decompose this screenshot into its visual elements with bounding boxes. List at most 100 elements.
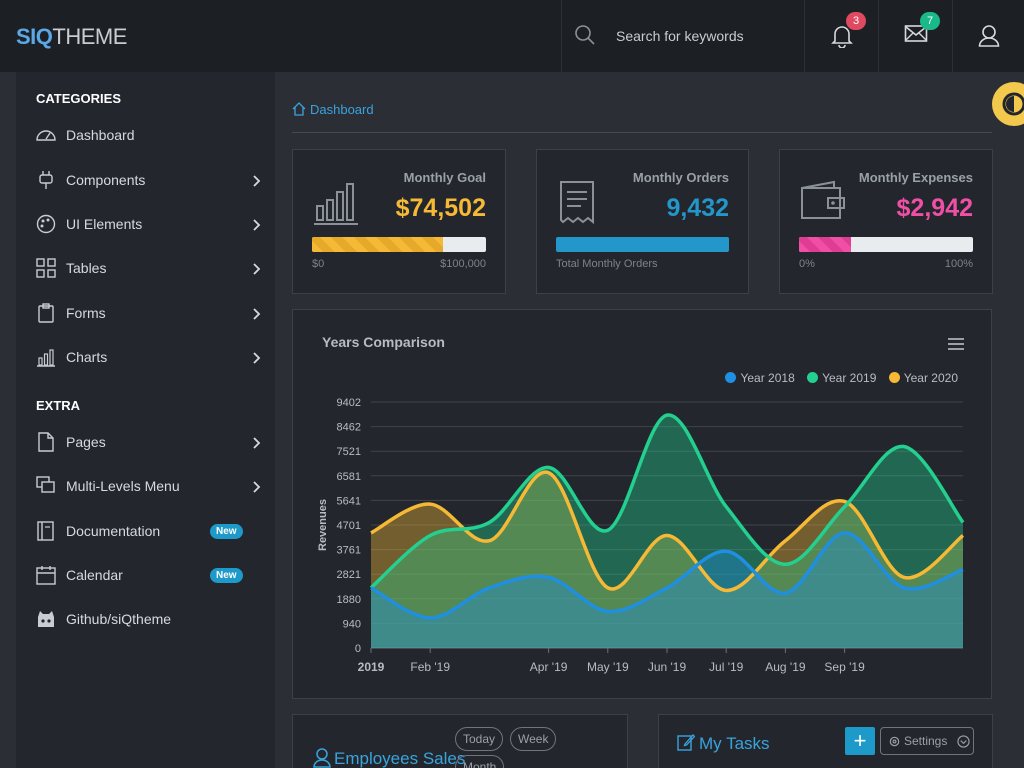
- legend-item[interactable]: Year 2018: [725, 371, 795, 385]
- search-box[interactable]: Search for keywords: [561, 0, 804, 72]
- legend-marker: [888, 372, 900, 383]
- series-line: [369, 413, 965, 590]
- filter-month-button[interactable]: Month: [455, 755, 505, 768]
- sidebar: CATEGORIES Dashboard Components UI Eleme…: [16, 72, 275, 768]
- top-bar: SIQTHEME Search for keywords 3 7: [0, 0, 1024, 72]
- palette-icon: [36, 214, 56, 234]
- series-area: [371, 472, 963, 648]
- sidebar-item-dashboard[interactable]: Dashboard: [16, 116, 275, 154]
- x-tick-label: May '19: [587, 660, 629, 674]
- search-icon: [575, 25, 595, 45]
- plug-icon: [39, 171, 53, 189]
- wallet-icon: [801, 180, 845, 219]
- monthly-orders-card: Monthly Orders 9,432 Total Monthly Order…: [536, 149, 749, 294]
- sidebar-item-ui-elements[interactable]: UI Elements: [16, 205, 275, 243]
- filter-today-button[interactable]: Today: [455, 727, 504, 751]
- sidebar-item-label: UI Elements: [66, 216, 143, 232]
- edit-icon: [677, 734, 695, 751]
- chevron-right-icon: [253, 263, 261, 275]
- panel-title: My Tasks: [699, 734, 770, 753]
- progress-bar: [799, 237, 973, 252]
- notifications-button[interactable]: 3: [804, 0, 879, 72]
- chevron-right-icon: [253, 481, 261, 493]
- chevron-right-icon: [253, 219, 261, 231]
- my-tasks-panel: My Tasks + Settings: [658, 714, 993, 768]
- gear-icon: [889, 736, 900, 747]
- sidebar-item-documentation[interactable]: Documentation New: [16, 512, 275, 550]
- sidebar-item-tables[interactable]: Tables: [16, 249, 275, 287]
- monthly-goal-card: Monthly Goal $74,502 $0 $100,000: [292, 149, 506, 294]
- user-menu-button[interactable]: [952, 0, 1024, 72]
- y-axis-label: Revenues: [317, 499, 329, 551]
- series-area: [371, 532, 963, 648]
- chart-legend: Year 2018 Year 2019 Year 2020: [716, 371, 958, 385]
- range-max-label: $100,000: [440, 258, 486, 270]
- sidebar-item-label: Components: [66, 172, 146, 188]
- sidebar-item-label: Calendar: [66, 567, 123, 583]
- sidebar-item-github[interactable]: Github/siQtheme: [16, 600, 275, 638]
- categories-heading: CATEGORIES: [36, 91, 121, 106]
- sidebar-item-label: Dashboard: [66, 127, 135, 143]
- legend-item[interactable]: Year 2020: [888, 371, 958, 385]
- sidebar-item-calendar[interactable]: Calendar New: [16, 556, 275, 594]
- employees-sales-panel: Employees Sales Today Week Month: [292, 714, 628, 768]
- panel-title: Employees Sales: [334, 749, 466, 768]
- sidebar-item-label: Tables: [66, 260, 107, 276]
- layers-icon: [36, 476, 55, 493]
- new-badge: New: [210, 524, 243, 539]
- sidebar-item-label: Github/siQtheme: [66, 611, 172, 627]
- new-badge: New: [210, 568, 243, 583]
- github-icon: [38, 611, 54, 627]
- sidebar-item-label: Pages: [66, 434, 106, 450]
- calendar-icon: [36, 566, 56, 585]
- bar-chart-icon: [37, 349, 55, 367]
- chevron-right-icon: [253, 175, 261, 187]
- chart-title: Years Comparison: [322, 334, 445, 350]
- x-tick-label: 2019: [358, 660, 385, 674]
- legend-marker: [807, 372, 819, 383]
- sidebar-item-multi-levels-menu[interactable]: Multi-Levels Menu: [16, 467, 275, 505]
- sidebar-item-pages[interactable]: Pages: [16, 423, 275, 461]
- progress-fill: [312, 237, 443, 252]
- x-tick-label: Sep '19: [824, 660, 865, 674]
- message-count-badge: 7: [920, 12, 940, 30]
- settings-dropdown[interactable]: Settings: [880, 727, 974, 755]
- y-tick-label: 8462: [337, 422, 361, 434]
- grid-icon: [36, 258, 56, 278]
- card-value: $74,502: [395, 194, 486, 222]
- y-tick-label: 2821: [337, 569, 361, 581]
- series-line: [370, 531, 964, 620]
- sidebar-item-charts[interactable]: Charts: [16, 338, 275, 376]
- contrast-icon: [1002, 92, 1024, 116]
- theme-toggle-button[interactable]: [992, 82, 1024, 126]
- breadcrumb[interactable]: Dashboard: [292, 102, 374, 117]
- sidebar-item-label: Documentation: [66, 523, 161, 539]
- hamburger-menu-icon[interactable]: [947, 337, 965, 351]
- y-tick-label: 4701: [337, 520, 361, 532]
- x-tick-label: Jun '19: [648, 660, 687, 674]
- page-icon: [38, 432, 54, 452]
- card-value: 9,432: [666, 194, 729, 222]
- series-area: [371, 414, 963, 648]
- card-title: Monthly Orders: [632, 170, 729, 185]
- search-input[interactable]: Search for keywords: [616, 28, 744, 44]
- y-tick-label: 940: [343, 618, 361, 630]
- add-task-button[interactable]: +: [845, 727, 875, 755]
- user-icon: [313, 748, 331, 768]
- user-icon: [978, 25, 999, 47]
- clipboard-icon: [38, 303, 54, 323]
- sidebar-item-components[interactable]: Components: [16, 161, 275, 199]
- x-tick-label: Jul '19: [709, 660, 744, 674]
- legend-item[interactable]: Year 2019: [807, 371, 876, 385]
- dashboard-gauge-icon: [36, 130, 56, 141]
- messages-button[interactable]: 7: [878, 0, 953, 72]
- bell-icon: [831, 26, 853, 48]
- y-tick-label: 1880: [337, 594, 361, 606]
- extra-heading: EXTRA: [36, 398, 81, 413]
- brand-logo[interactable]: SIQTHEME: [16, 24, 127, 49]
- filter-week-button[interactable]: Week: [510, 727, 557, 751]
- breadcrumb-dashboard[interactable]: Dashboard: [310, 102, 374, 117]
- chevron-right-icon: [253, 437, 261, 449]
- sidebar-item-forms[interactable]: Forms: [16, 294, 275, 332]
- receipt-icon: [560, 181, 594, 225]
